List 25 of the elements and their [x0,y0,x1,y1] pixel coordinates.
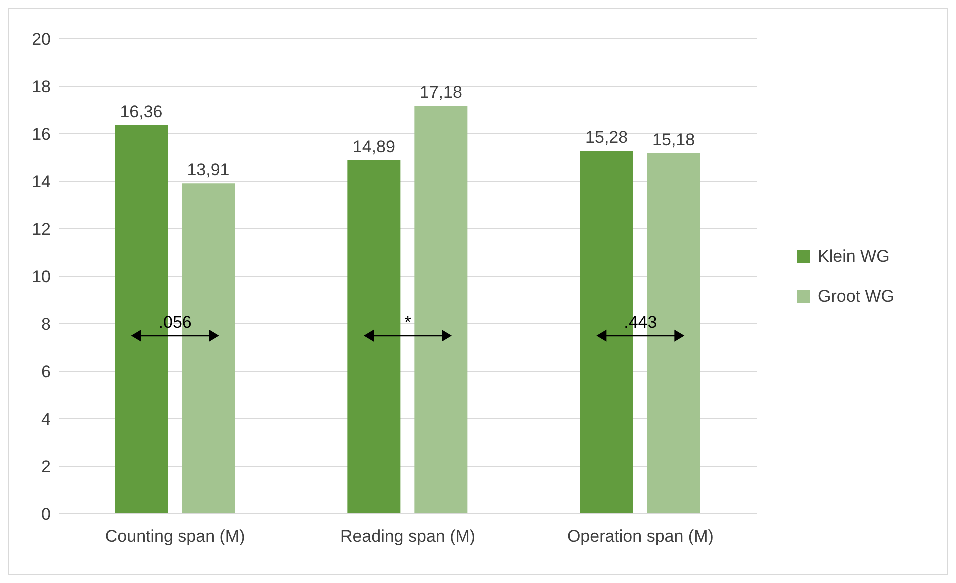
data-label: 13,91 [187,160,230,180]
y-tick-label: 4 [42,410,51,430]
y-tick-label: 10 [32,268,51,287]
annotation: * [404,312,412,332]
y-tick-label: 14 [32,172,51,192]
annotation: .056 [158,312,192,332]
x-tick-label: Reading span (M) [340,527,476,546]
x-tick-label: Operation span (M) [567,527,714,546]
data-label: 15,18 [652,130,696,150]
y-tick-label: 2 [42,458,51,477]
legend-label: Klein WG [818,246,890,266]
annotation: .443 [624,312,658,332]
data-label: 16,36 [120,102,163,122]
y-tick-label: 8 [42,315,51,334]
data-label: 14,89 [352,137,396,156]
y-tick-label: 12 [32,220,51,240]
data-label: 15,28 [586,128,628,148]
y-tick-label: 6 [42,362,51,382]
y-tick-label: 16 [32,125,51,144]
data-label: 17,18 [420,82,462,102]
y-tick-label: 20 [32,30,51,50]
y-tick-label: 0 [42,505,51,524]
y-tick-label: 18 [32,78,51,97]
x-tick-label: Counting span (M) [105,527,246,546]
legend-label: Groot WG [818,286,895,306]
